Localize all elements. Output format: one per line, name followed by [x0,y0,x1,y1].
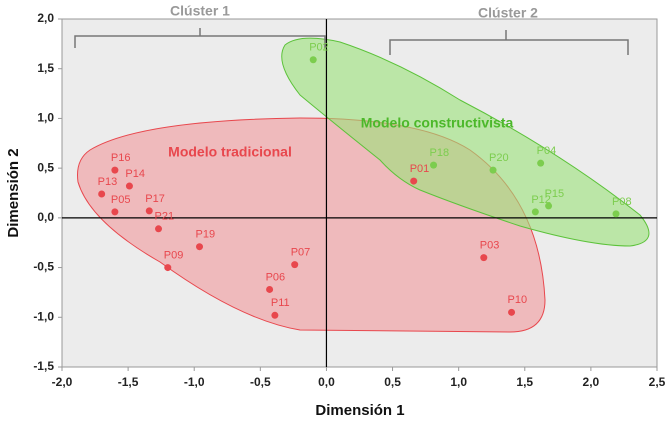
x-tick-label: 1,0 [450,375,467,389]
point [480,254,488,262]
x-tick-label: 2,0 [583,375,600,389]
x-tick-label: 2,5 [649,375,666,389]
point [155,225,163,233]
point [291,261,299,269]
point-label: P16 [111,152,131,164]
point [309,56,317,64]
x-tick-label: 1,5 [516,375,533,389]
point-label: P03 [480,240,500,252]
x-tick-label: -1,5 [118,375,139,389]
point [508,308,516,316]
point [266,285,274,293]
annotation: Modelo tradicional [168,144,292,160]
point-label: P02 [309,42,329,54]
y-tick-label: 0,5 [37,160,54,174]
x-tick-label: -0,5 [250,375,271,389]
y-tick-label: -0,5 [33,260,54,274]
point-label: P13 [98,176,118,188]
point-label: P10 [508,294,528,306]
point-label: P11 [271,297,290,309]
point [111,208,119,216]
point [164,264,172,272]
point [537,159,545,167]
point-label: P15 [545,188,565,200]
point-label: P04 [537,145,557,157]
point [196,243,204,251]
point-label: P19 [196,229,216,241]
bracket [389,30,629,55]
point [489,166,497,174]
y-tick-label: -1,5 [33,359,54,373]
point [145,207,153,215]
x-tick-label: 0,5 [384,375,401,389]
point-label: P07 [291,246,311,258]
y-tick-label: 1,5 [37,61,54,75]
y-axis-title: Dimensión 2 [5,148,22,237]
point-label: P12 [531,194,551,206]
annotation: Clúster 2 [478,5,538,21]
point-label: P08 [612,196,632,208]
annotation: Clúster 1 [170,3,230,19]
y-tick-label: 0,0 [37,210,54,224]
y-tick-label: 2,0 [37,11,54,25]
point [125,182,133,190]
point-label: P17 [145,193,165,205]
point [612,210,620,218]
point [545,202,553,210]
point-label: P06 [266,271,286,283]
point [98,190,106,198]
point-label: P09 [164,249,184,261]
point-label: P20 [489,152,509,164]
y-tick-label: -1,0 [33,309,54,323]
point-label: P14 [125,168,145,180]
x-tick-label: -2,0 [52,375,73,389]
point [111,166,119,174]
point [430,161,438,169]
y-tick-label: 1,0 [37,111,54,125]
point-label: P18 [430,147,450,159]
cluster-hull [281,37,650,247]
x-axis-title: Dimensión 1 [315,402,404,419]
point [531,208,539,216]
bracket [74,28,326,48]
point-label: P01 [410,163,430,175]
annotation: Modelo constructivista [361,115,514,131]
point [271,311,279,319]
point-label: P05 [111,194,131,206]
x-tick-label: -1,0 [184,375,205,389]
point [410,177,418,185]
point-label: P21 [155,211,175,223]
x-tick-label: 0,0 [318,375,335,389]
